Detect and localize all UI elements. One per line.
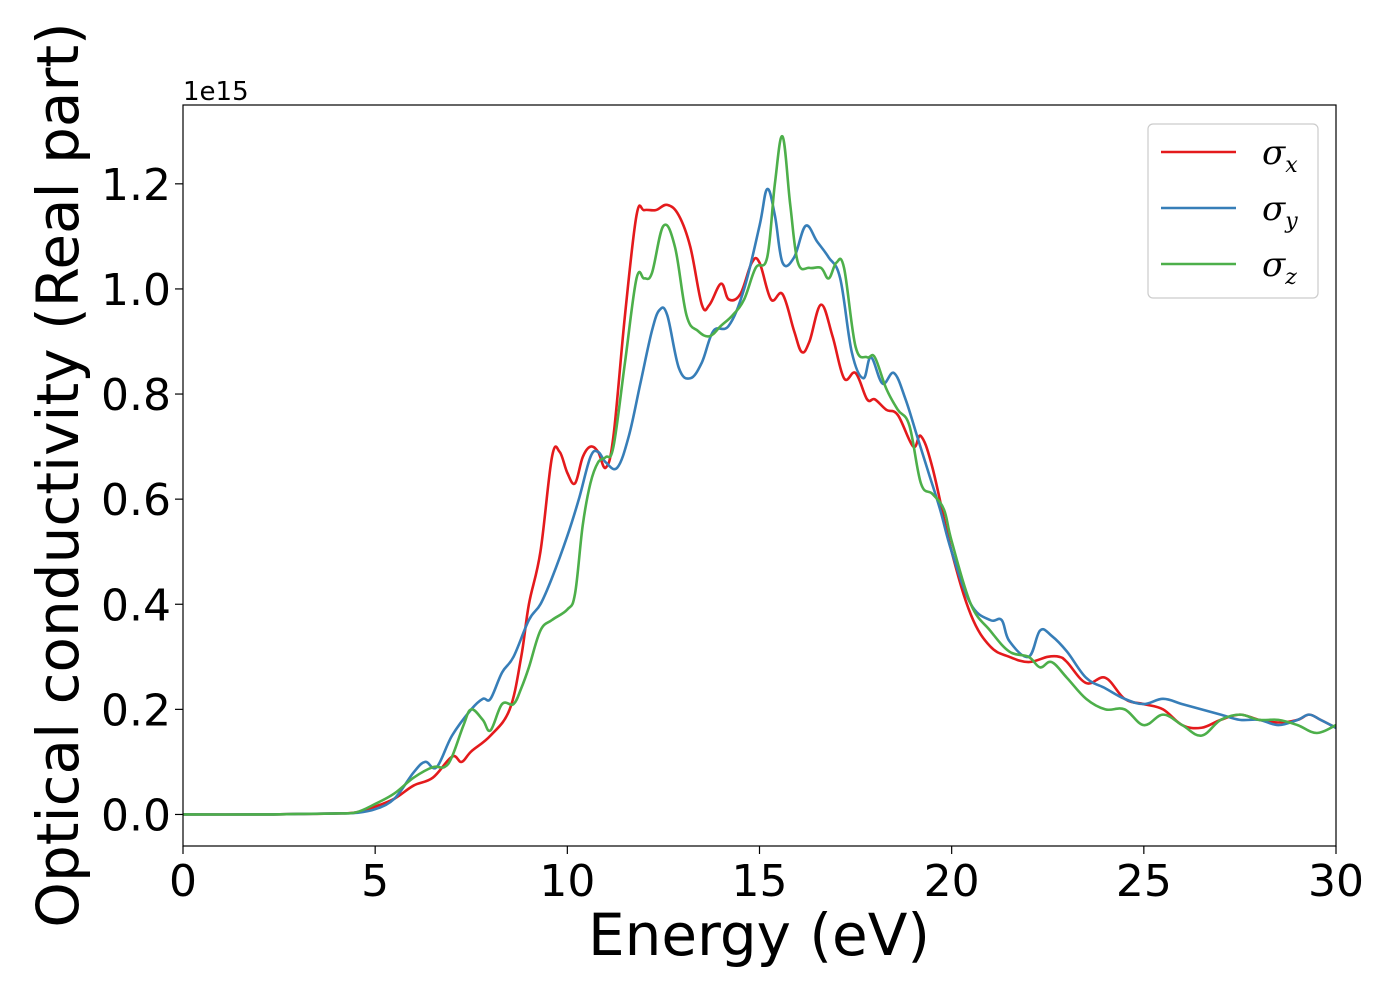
- y-tick-label: 0.6: [101, 475, 171, 526]
- x-axis-ticks: 0 5 10 15 20 25 30: [169, 846, 1364, 907]
- y-tick-label: 0.2: [101, 685, 171, 736]
- x-tick-label: 25: [1116, 856, 1172, 907]
- x-tick-label: 5: [361, 856, 389, 907]
- x-tick-label: 30: [1308, 856, 1364, 907]
- y-tick-label: 1.0: [101, 265, 171, 316]
- y-tick-label: 0.4: [101, 580, 171, 631]
- x-tick-label: 20: [924, 856, 980, 907]
- x-axis-title: Energy (eV): [588, 901, 930, 969]
- x-tick-label: 0: [169, 856, 197, 907]
- series-line-y: [183, 187, 1336, 816]
- y-tick-label: 1.2: [101, 160, 171, 211]
- series-layer: [183, 135, 1336, 816]
- x-tick-label: 10: [539, 856, 595, 907]
- y-axis-ticks: 0.0 0.2 0.4 0.6 0.8 1.0 1.2: [101, 160, 183, 841]
- series-line-x: [183, 203, 1336, 816]
- y-tick-label: 0.8: [101, 370, 171, 421]
- legend-entries: σx σy σz: [1161, 133, 1298, 290]
- legend-label-z: σz: [1262, 245, 1297, 290]
- legend-label-x: σx: [1262, 133, 1298, 178]
- legend: σx σy σz: [1147, 123, 1319, 299]
- series-line-z: [183, 135, 1336, 816]
- y-axis-title: Optical conductivity (Real part): [24, 22, 92, 927]
- legend-box: [1147, 123, 1319, 299]
- x-tick-label: 15: [732, 856, 788, 907]
- y-tick-label: 0.0: [101, 790, 171, 841]
- y-offset-label: 1e15: [183, 77, 249, 107]
- legend-label-y: σy: [1262, 189, 1298, 234]
